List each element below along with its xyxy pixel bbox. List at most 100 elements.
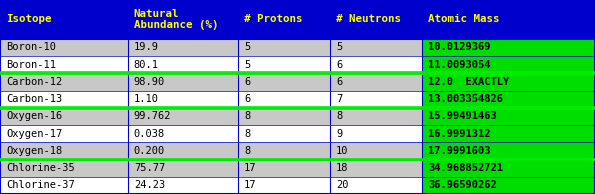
Bar	[330, 142, 422, 159]
Text: 6: 6	[244, 94, 250, 104]
Text: 34.968852721: 34.968852721	[428, 163, 503, 173]
Bar	[330, 73, 422, 91]
Bar	[128, 73, 238, 91]
Bar	[422, 56, 595, 73]
Text: Natural
Abundance (%): Natural Abundance (%)	[134, 9, 218, 30]
Text: 8: 8	[244, 111, 250, 121]
Text: Atomic Mass: Atomic Mass	[428, 14, 500, 24]
Text: 36.96590262: 36.96590262	[428, 180, 497, 190]
Bar	[238, 73, 330, 91]
Text: 5: 5	[336, 42, 343, 52]
Bar	[238, 159, 330, 177]
Bar	[128, 56, 238, 73]
Bar	[0, 108, 128, 125]
Bar	[128, 91, 238, 108]
Text: 0.038: 0.038	[134, 129, 165, 139]
Text: 10: 10	[336, 146, 349, 156]
Text: 75.77: 75.77	[134, 163, 165, 173]
Text: Isotope: Isotope	[6, 14, 51, 24]
Text: 1.10: 1.10	[134, 94, 159, 104]
Bar	[238, 177, 330, 194]
Text: Carbon-13: Carbon-13	[6, 94, 62, 104]
Text: 6: 6	[336, 60, 343, 70]
Text: 99.762: 99.762	[134, 111, 171, 121]
Text: 19.9: 19.9	[134, 42, 159, 52]
Bar	[238, 39, 330, 56]
Text: 18: 18	[336, 163, 349, 173]
Bar	[330, 56, 422, 73]
Text: 16.9991312: 16.9991312	[428, 129, 491, 139]
Text: Oxygen-18: Oxygen-18	[6, 146, 62, 156]
Text: 8: 8	[244, 146, 250, 156]
Text: 17.9991603: 17.9991603	[428, 146, 491, 156]
Text: 6: 6	[336, 77, 343, 87]
Bar	[128, 142, 238, 159]
Bar	[0, 39, 128, 56]
Bar	[330, 177, 422, 194]
Bar	[0, 177, 128, 194]
Bar	[238, 0, 330, 39]
Bar	[238, 142, 330, 159]
Bar	[128, 125, 238, 142]
Text: 10.0129369: 10.0129369	[428, 42, 491, 52]
Bar	[330, 159, 422, 177]
Bar	[422, 108, 595, 125]
Bar	[330, 125, 422, 142]
Bar	[128, 39, 238, 56]
Text: 15.99491463: 15.99491463	[428, 111, 497, 121]
Text: 20: 20	[336, 180, 349, 190]
Text: Chlorine-35: Chlorine-35	[6, 163, 75, 173]
Bar	[0, 142, 128, 159]
Text: Boron-10: Boron-10	[6, 42, 56, 52]
Bar	[128, 108, 238, 125]
Bar	[330, 0, 422, 39]
Text: Boron-11: Boron-11	[6, 60, 56, 70]
Text: Oxygen-16: Oxygen-16	[6, 111, 62, 121]
Bar	[238, 56, 330, 73]
Bar	[422, 177, 595, 194]
Text: # Neutrons: # Neutrons	[336, 14, 401, 24]
Text: 5: 5	[244, 60, 250, 70]
Text: 17: 17	[244, 180, 256, 190]
Text: 9: 9	[336, 129, 343, 139]
Bar	[422, 0, 595, 39]
Bar	[238, 125, 330, 142]
Bar	[0, 159, 128, 177]
Text: 6: 6	[244, 77, 250, 87]
Text: 11.0093054: 11.0093054	[428, 60, 491, 70]
Bar	[128, 159, 238, 177]
Bar	[422, 91, 595, 108]
Text: 7: 7	[336, 94, 343, 104]
Bar	[330, 91, 422, 108]
Text: 17: 17	[244, 163, 256, 173]
Bar	[0, 73, 128, 91]
Text: Carbon-12: Carbon-12	[6, 77, 62, 87]
Text: 12.0  EXACTLY: 12.0 EXACTLY	[428, 77, 510, 87]
Bar	[0, 91, 128, 108]
Bar	[330, 39, 422, 56]
Text: 0.200: 0.200	[134, 146, 165, 156]
Text: 80.1: 80.1	[134, 60, 159, 70]
Bar	[238, 91, 330, 108]
Bar	[422, 142, 595, 159]
Text: 98.90: 98.90	[134, 77, 165, 87]
Text: 8: 8	[244, 129, 250, 139]
Bar	[422, 73, 595, 91]
Bar	[0, 56, 128, 73]
Text: 13.003354826: 13.003354826	[428, 94, 503, 104]
Bar	[422, 39, 595, 56]
Bar	[128, 0, 238, 39]
Bar	[238, 108, 330, 125]
Bar	[0, 0, 128, 39]
Bar	[0, 125, 128, 142]
Bar	[422, 125, 595, 142]
Text: 8: 8	[336, 111, 343, 121]
Text: Chlorine-37: Chlorine-37	[6, 180, 75, 190]
Text: # Protons: # Protons	[244, 14, 302, 24]
Text: Oxygen-17: Oxygen-17	[6, 129, 62, 139]
Text: 5: 5	[244, 42, 250, 52]
Text: 24.23: 24.23	[134, 180, 165, 190]
Bar	[422, 159, 595, 177]
Bar	[128, 177, 238, 194]
Bar	[330, 108, 422, 125]
